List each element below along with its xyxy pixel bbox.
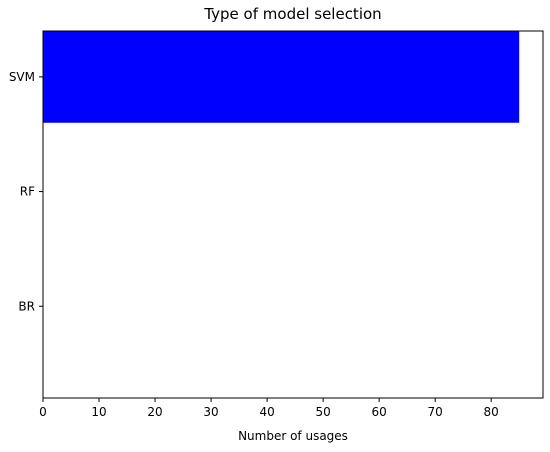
x-tick-label-20: 20: [147, 405, 162, 419]
y-tick-label-rf: RF: [20, 185, 35, 199]
x-axis-label: Number of usages: [238, 429, 348, 443]
chart-title: Type of model selection: [203, 5, 381, 23]
y-tick-label-svm: SVM: [9, 70, 35, 84]
x-tick-label-60: 60: [371, 405, 386, 419]
bar-svm: [43, 31, 520, 123]
x-tick-label-70: 70: [428, 405, 443, 419]
x-tick-label-40: 40: [259, 405, 274, 419]
x-tick-label-10: 10: [91, 405, 106, 419]
x-tick-label-30: 30: [203, 405, 218, 419]
x-tick-label-80: 80: [484, 405, 499, 419]
plot-frame: [42, 30, 544, 399]
x-tick-label-50: 50: [315, 405, 330, 419]
bars-layer: [43, 31, 520, 123]
x-tick-label-0: 0: [39, 405, 47, 419]
ticks-layer: SVM RF BR 0 10 20 30 40 50 60 70 80: [9, 70, 499, 419]
y-tick-label-br: BR: [18, 299, 35, 313]
